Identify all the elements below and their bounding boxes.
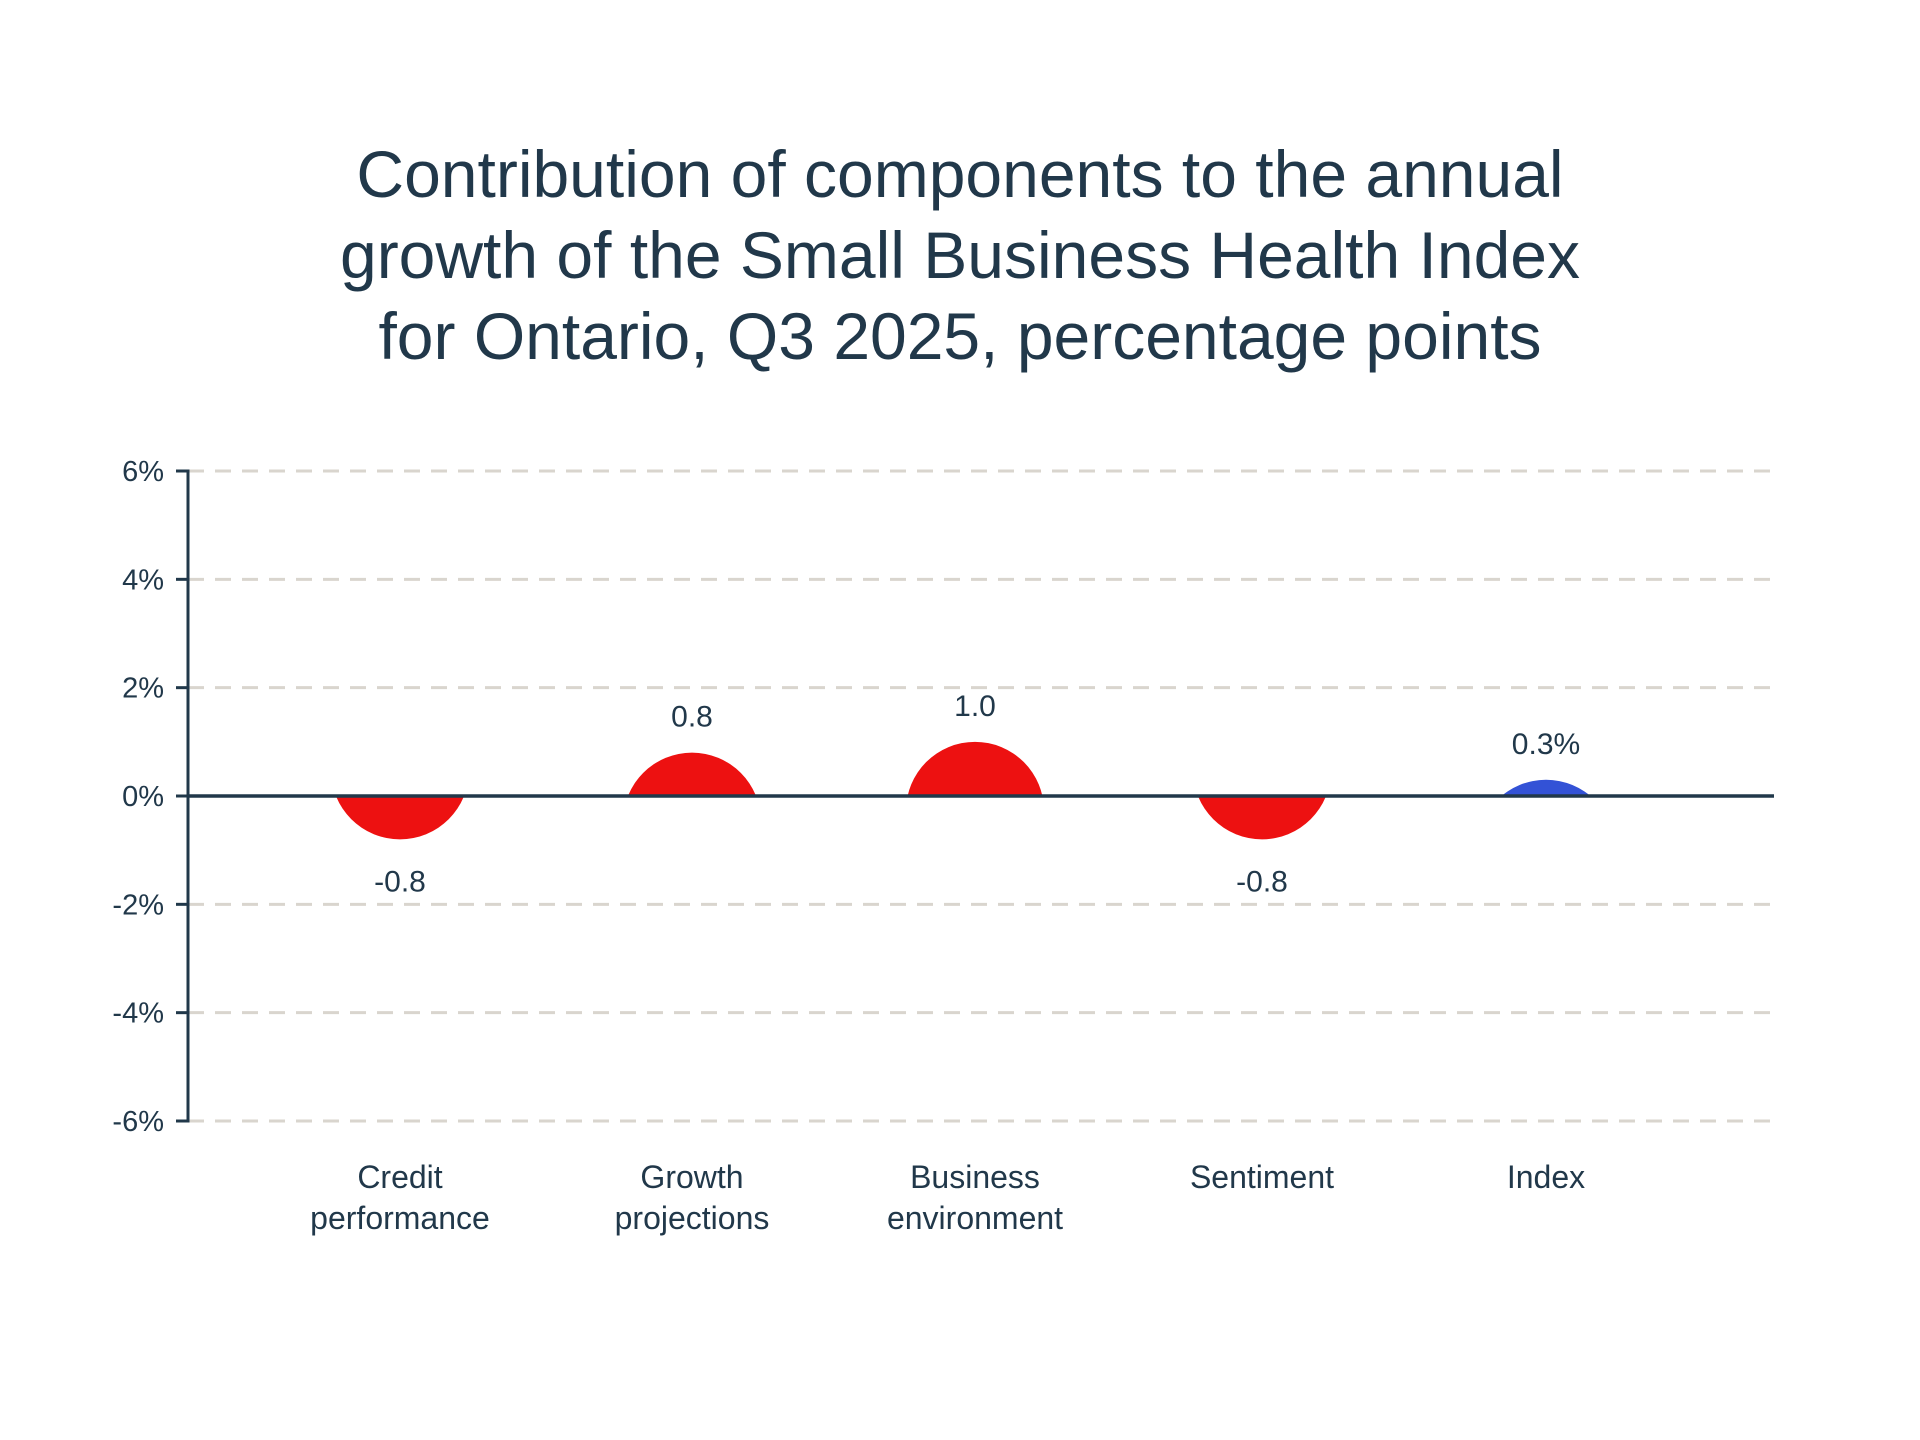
bubble-business-environment	[907, 741, 1043, 796]
value-label-credit-performance: -0.8	[374, 865, 426, 898]
chart-title-line-3: for Ontario, Q3 2025, percentage points	[378, 299, 1542, 373]
y-tick-label-6%: 6%	[122, 456, 164, 488]
value-label-growth-projections: 0.8	[671, 701, 713, 734]
bubble-credit-performance	[335, 796, 465, 840]
category-label-business-environment: Business environment	[887, 1159, 1063, 1236]
y-tick-label--6%: -6%	[112, 1106, 164, 1138]
chart-title: Contribution of components to the annual…	[0, 134, 1920, 377]
category-label-sentiment: Sentiment	[1190, 1159, 1334, 1195]
bubble-index	[1501, 779, 1591, 796]
category-label-credit-performance: Credit performance	[310, 1159, 490, 1236]
chart-title-line-2: growth of the Small Business Health Inde…	[340, 218, 1580, 292]
y-tick-label-2%: 2%	[122, 673, 164, 705]
y-tick-label-0%: 0%	[122, 781, 164, 813]
bubble-growth-projections	[627, 752, 757, 796]
value-label-sentiment: -0.8	[1236, 865, 1288, 898]
category-label-index: Index	[1507, 1159, 1585, 1195]
y-tick-label-4%: 4%	[122, 564, 164, 596]
bubble-sentiment	[1197, 796, 1327, 840]
value-label-business-environment: 1.0	[954, 690, 996, 723]
value-label-index: 0.3%	[1512, 728, 1580, 761]
y-tick-label--2%: -2%	[112, 889, 164, 921]
chart-title-line-1: Contribution of components to the annual	[356, 137, 1564, 211]
y-tick-label--4%: -4%	[112, 998, 164, 1030]
category-label-growth-projections: Growth projections	[615, 1159, 770, 1236]
